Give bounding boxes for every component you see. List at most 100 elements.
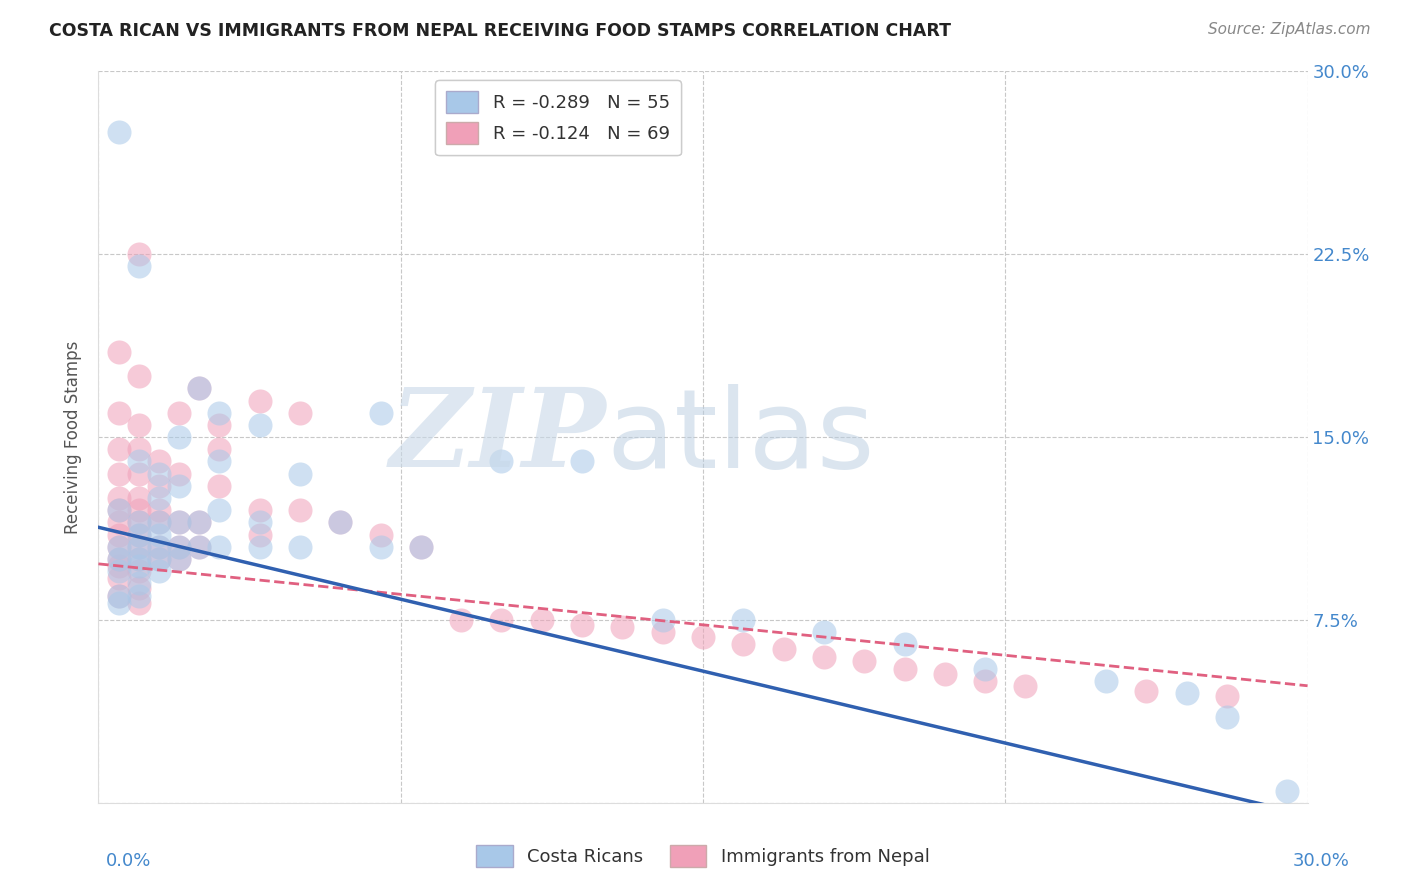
- Point: [208, 417, 231, 432]
- Point: [107, 503, 129, 517]
- Point: [148, 503, 170, 517]
- Point: [107, 503, 129, 517]
- Point: [370, 406, 392, 420]
- Point: [148, 564, 170, 578]
- Point: [128, 516, 150, 530]
- Legend: Costa Ricans, Immigrants from Nepal: Costa Ricans, Immigrants from Nepal: [470, 838, 936, 874]
- Point: [107, 589, 129, 603]
- Point: [107, 406, 129, 420]
- Point: [128, 581, 150, 595]
- Point: [208, 442, 231, 457]
- Point: [128, 247, 150, 261]
- Point: [612, 620, 634, 634]
- Point: [128, 527, 150, 541]
- Point: [128, 540, 150, 554]
- Point: [974, 673, 997, 688]
- Point: [1175, 686, 1198, 700]
- Point: [1014, 679, 1036, 693]
- Point: [188, 381, 211, 395]
- Point: [813, 625, 835, 640]
- Point: [249, 417, 271, 432]
- Point: [167, 516, 190, 530]
- Point: [148, 491, 170, 505]
- Text: atlas: atlas: [606, 384, 875, 491]
- Point: [409, 540, 432, 554]
- Point: [188, 540, 211, 554]
- Point: [208, 503, 231, 517]
- Point: [107, 572, 129, 586]
- Point: [491, 454, 513, 468]
- Point: [288, 540, 311, 554]
- Y-axis label: Receiving Food Stamps: Receiving Food Stamps: [65, 341, 83, 533]
- Text: Source: ZipAtlas.com: Source: ZipAtlas.com: [1208, 22, 1371, 37]
- Point: [128, 503, 150, 517]
- Point: [107, 589, 129, 603]
- Point: [167, 552, 190, 566]
- Point: [853, 654, 876, 668]
- Point: [107, 491, 129, 505]
- Point: [167, 406, 190, 420]
- Point: [733, 637, 755, 651]
- Point: [188, 516, 211, 530]
- Point: [1135, 683, 1157, 698]
- Point: [288, 467, 311, 481]
- Point: [107, 527, 129, 541]
- Point: [148, 454, 170, 468]
- Point: [249, 393, 271, 408]
- Point: [107, 540, 129, 554]
- Point: [208, 479, 231, 493]
- Point: [128, 454, 150, 468]
- Point: [249, 540, 271, 554]
- Text: ZIP: ZIP: [389, 384, 606, 491]
- Point: [288, 503, 311, 517]
- Point: [288, 406, 311, 420]
- Point: [934, 666, 956, 681]
- Point: [974, 662, 997, 676]
- Point: [188, 516, 211, 530]
- Point: [128, 260, 150, 274]
- Legend: R = -0.289   N = 55, R = -0.124   N = 69: R = -0.289 N = 55, R = -0.124 N = 69: [434, 80, 681, 155]
- Point: [148, 527, 170, 541]
- Point: [167, 540, 190, 554]
- Point: [167, 430, 190, 444]
- Point: [167, 479, 190, 493]
- Point: [128, 516, 150, 530]
- Point: [128, 442, 150, 457]
- Point: [128, 540, 150, 554]
- Point: [148, 552, 170, 566]
- Point: [107, 467, 129, 481]
- Point: [651, 625, 673, 640]
- Point: [107, 344, 129, 359]
- Point: [167, 540, 190, 554]
- Point: [128, 491, 150, 505]
- Point: [1216, 710, 1239, 724]
- Point: [128, 589, 150, 603]
- Point: [148, 467, 170, 481]
- Point: [249, 516, 271, 530]
- Point: [329, 516, 352, 530]
- Point: [148, 552, 170, 566]
- Point: [128, 552, 150, 566]
- Point: [813, 649, 835, 664]
- Point: [167, 467, 190, 481]
- Point: [651, 613, 673, 627]
- Point: [167, 516, 190, 530]
- Point: [208, 454, 231, 468]
- Point: [128, 467, 150, 481]
- Point: [530, 613, 553, 627]
- Point: [370, 540, 392, 554]
- Point: [107, 442, 129, 457]
- Point: [249, 503, 271, 517]
- Point: [1277, 783, 1299, 797]
- Text: COSTA RICAN VS IMMIGRANTS FROM NEPAL RECEIVING FOOD STAMPS CORRELATION CHART: COSTA RICAN VS IMMIGRANTS FROM NEPAL REC…: [49, 22, 952, 40]
- Point: [893, 662, 915, 676]
- Point: [208, 540, 231, 554]
- Point: [692, 630, 714, 644]
- Point: [733, 613, 755, 627]
- Point: [491, 613, 513, 627]
- Point: [148, 516, 170, 530]
- Point: [107, 125, 129, 139]
- Point: [188, 540, 211, 554]
- Text: 30.0%: 30.0%: [1294, 852, 1350, 870]
- Point: [128, 527, 150, 541]
